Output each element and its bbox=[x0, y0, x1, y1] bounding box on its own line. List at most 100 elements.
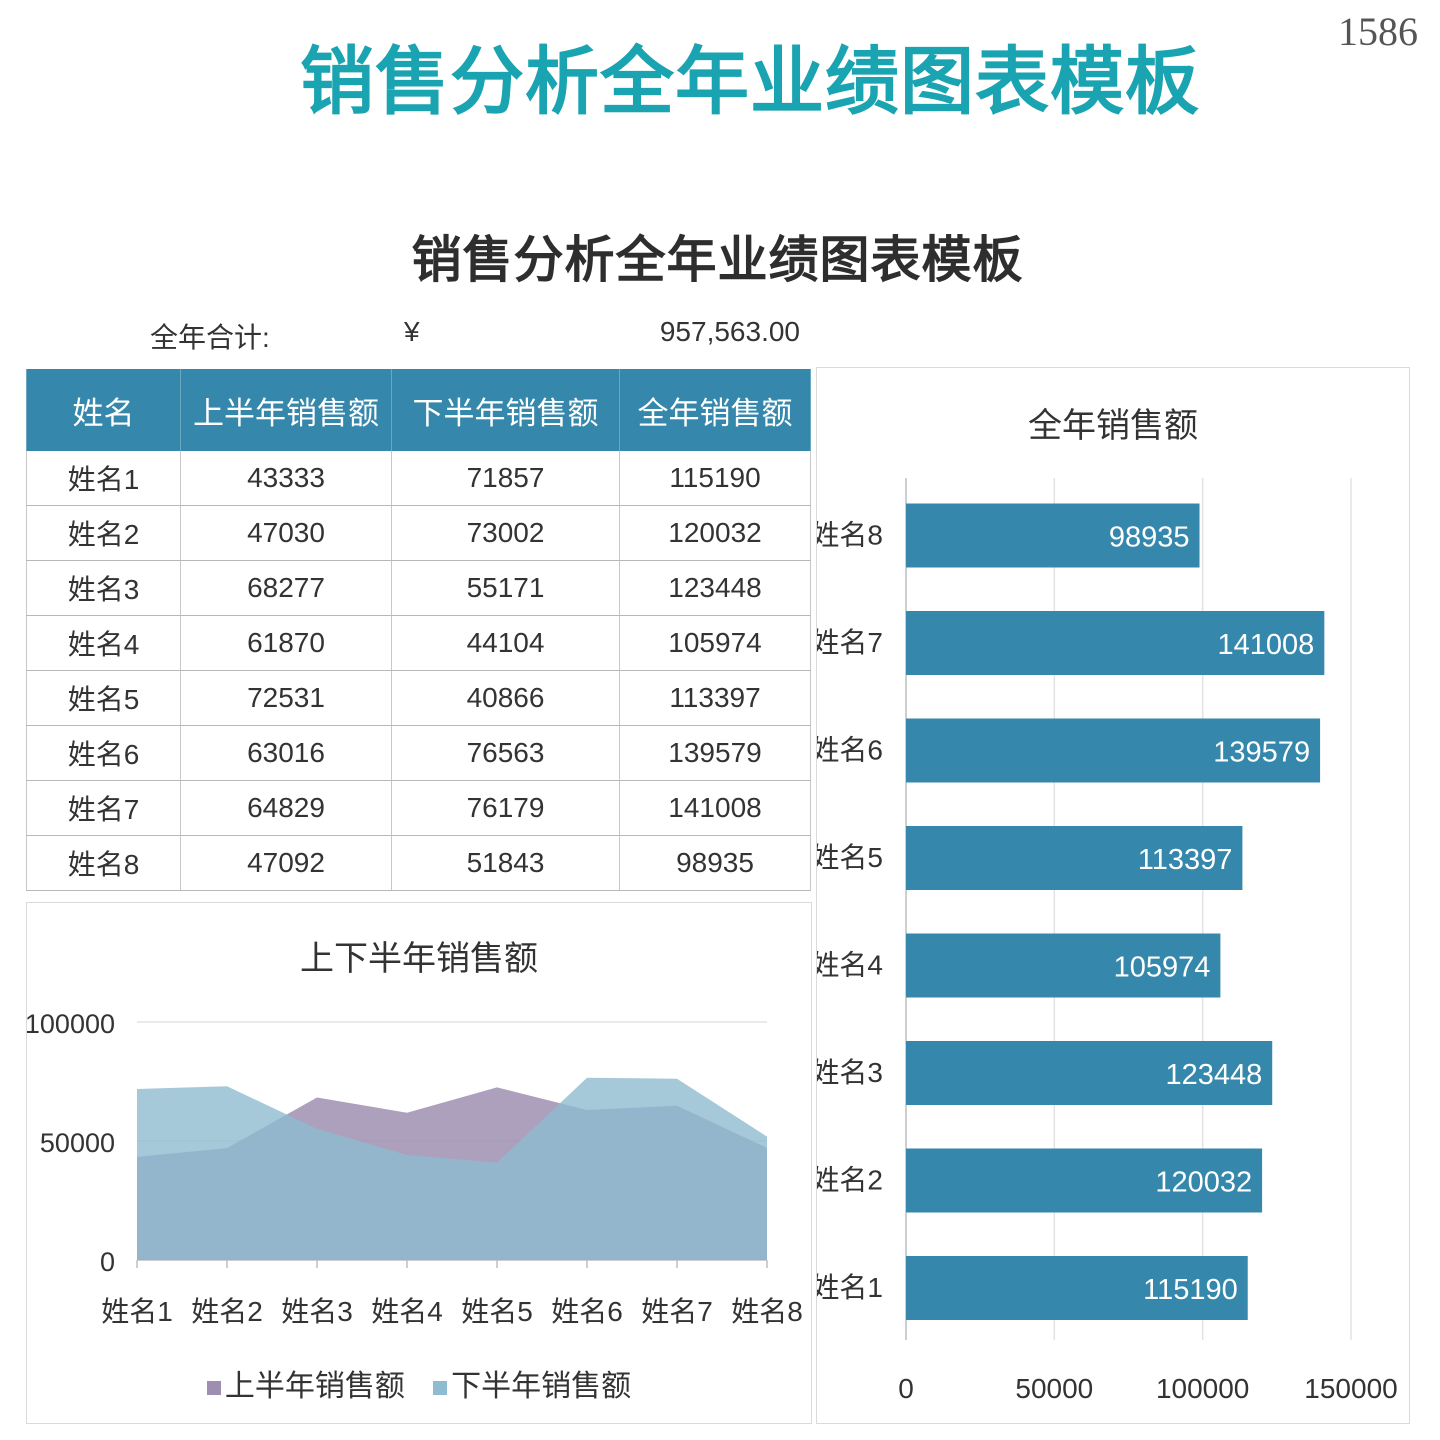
table-row: 姓名6 63016 76563 139579 bbox=[26, 725, 811, 781]
table-row: 姓名5 72531 40866 113397 bbox=[26, 670, 811, 726]
cell-first-half: 72531 bbox=[180, 670, 392, 726]
cell-name: 姓名3 bbox=[26, 560, 181, 616]
cell-annual: 141008 bbox=[619, 780, 811, 836]
area-series-second-half bbox=[137, 1077, 767, 1260]
currency-symbol: ¥ bbox=[404, 316, 420, 347]
area-x-tick-label: 姓名4 bbox=[371, 1296, 443, 1327]
cell-first-half: 64829 bbox=[180, 780, 392, 836]
bar-category-label: 姓名1 bbox=[817, 1272, 883, 1303]
cell-annual: 120032 bbox=[619, 505, 811, 561]
legend-label-second-half: 下半年销售额 bbox=[451, 1370, 632, 1403]
area-chart-title: 上下半年销售额 bbox=[300, 940, 538, 978]
cell-annual: 98935 bbox=[619, 835, 811, 891]
column-header-first-half: 上半年销售额 bbox=[180, 369, 392, 451]
bar-data-label: 141008 bbox=[1218, 629, 1315, 661]
bar bbox=[906, 1041, 1273, 1105]
area-chart-canvas: 0 50000 100000 姓名1 姓名2 姓名3 姓名4 姓名5 姓名6 姓名7 姓名8 bbox=[27, 1009, 803, 1327]
bar-data-label: 98935 bbox=[1109, 522, 1190, 554]
area-y-tick-label: 50000 bbox=[40, 1128, 115, 1158]
bar-category-label: 姓名5 bbox=[817, 842, 883, 873]
bar-category-label: 姓名4 bbox=[817, 950, 883, 981]
bar-x-tick-label: 50000 bbox=[1015, 1373, 1093, 1404]
cell-annual: 139579 bbox=[619, 725, 811, 781]
bar bbox=[906, 718, 1321, 783]
table-row: 姓名2 47030 73002 120032 bbox=[26, 505, 811, 561]
bar bbox=[906, 826, 1243, 890]
annual-total-value: 957,563.00 bbox=[659, 316, 800, 347]
bar-data-label: 115190 bbox=[1143, 1274, 1238, 1306]
area-x-tick-label: 姓名1 bbox=[101, 1296, 173, 1327]
legend-item-second-half: 下半年销售额 bbox=[433, 1361, 631, 1405]
sub-title: 销售分析全年业绩图表模板 bbox=[411, 232, 1024, 288]
cell-first-half: 47092 bbox=[180, 835, 392, 891]
cell-annual: 123448 bbox=[619, 560, 811, 616]
bar-category-label: 姓名8 bbox=[817, 520, 883, 551]
page-number: 1586 bbox=[1338, 9, 1418, 54]
bar-chart-canvas: 0 50000 100000 150000 姓名1 115190 姓名2 120032 姓名3 1… bbox=[817, 478, 1398, 1404]
cell-second-half: 55171 bbox=[391, 560, 620, 616]
cell-first-half: 47030 bbox=[180, 505, 392, 561]
area-x-tick-label: 姓名7 bbox=[641, 1296, 713, 1327]
main-title: 销售分析全年业绩图表模板 bbox=[300, 40, 1200, 123]
cell-first-half: 61870 bbox=[180, 615, 392, 671]
bar-data-label: 123448 bbox=[1165, 1059, 1262, 1091]
sales-table: 姓名 上半年销售额 下半年销售额 全年销售额 姓名1 43333 71857 1151… bbox=[26, 369, 811, 891]
cell-name: 姓名7 bbox=[26, 780, 181, 836]
column-header-second-half: 下半年销售额 bbox=[391, 369, 620, 451]
bar-category-label: 姓名3 bbox=[817, 1057, 883, 1088]
cell-annual: 105974 bbox=[619, 615, 811, 671]
bar bbox=[906, 1256, 1248, 1320]
cell-name: 姓名6 bbox=[26, 725, 181, 781]
area-y-tick-label: 100000 bbox=[27, 1009, 115, 1039]
cell-second-half: 71857 bbox=[391, 451, 620, 506]
legend-swatch-second-half bbox=[433, 1381, 448, 1396]
area-chart-legend: 上半年销售额 下半年销售额 bbox=[27, 1361, 811, 1405]
area-x-tick-label: 姓名6 bbox=[551, 1296, 623, 1327]
area-x-tick-label: 姓名5 bbox=[461, 1296, 533, 1327]
bar-data-label: 120032 bbox=[1155, 1167, 1252, 1199]
area-x-tick-label: 姓名8 bbox=[731, 1296, 803, 1327]
bar-x-tick-label: 0 bbox=[898, 1373, 914, 1404]
cell-name: 姓名2 bbox=[26, 505, 181, 561]
bar-chart-title: 全年销售额 bbox=[1028, 407, 1198, 445]
bar-chart: 全年销售额 0 50000 100000 150000 姓名1 115190 姓名2 1200… bbox=[816, 367, 1410, 1424]
cell-name: 姓名4 bbox=[26, 615, 181, 671]
bar bbox=[906, 611, 1325, 675]
cell-annual: 113397 bbox=[619, 670, 811, 726]
bar bbox=[906, 1148, 1263, 1213]
bar-category-label: 姓名7 bbox=[817, 627, 883, 658]
table-row: 姓名4 61870 44104 105974 bbox=[26, 615, 811, 671]
bar-data-label: 139579 bbox=[1213, 737, 1310, 769]
bar-data-label: 105974 bbox=[1114, 952, 1211, 984]
area-chart: 上下半年销售额 0 50000 100000 姓名1 姓名2 姓名3 姓名4 姓名5 姓名6 姓名… bbox=[26, 902, 812, 1424]
bar-category-label: 姓名6 bbox=[817, 735, 883, 766]
cell-name: 姓名8 bbox=[26, 835, 181, 891]
bar-x-tick-label: 150000 bbox=[1304, 1373, 1397, 1404]
area-x-tick-label: 姓名2 bbox=[191, 1296, 263, 1327]
cell-second-half: 76563 bbox=[391, 725, 620, 781]
cell-annual: 115190 bbox=[619, 451, 811, 506]
table-row: 姓名7 64829 76179 141008 bbox=[26, 780, 811, 836]
table-row: 姓名8 47092 51843 98935 bbox=[26, 835, 811, 891]
cell-second-half: 51843 bbox=[391, 835, 620, 891]
legend-swatch-first-half bbox=[206, 1381, 221, 1396]
cell-first-half: 63016 bbox=[180, 725, 392, 781]
cell-name: 姓名1 bbox=[26, 451, 181, 506]
table-body: 姓名1 43333 71857 115190 姓名2 47030 73002 120032 姓名… bbox=[26, 451, 811, 891]
cell-first-half: 68277 bbox=[180, 560, 392, 616]
cell-second-half: 73002 bbox=[391, 505, 620, 561]
cell-second-half: 76179 bbox=[391, 780, 620, 836]
annual-total-label: 全年合计: bbox=[150, 322, 270, 353]
cell-name: 姓名5 bbox=[26, 670, 181, 726]
bar-x-tick-label: 100000 bbox=[1156, 1373, 1249, 1404]
bar bbox=[906, 503, 1200, 568]
cell-second-half: 44104 bbox=[391, 615, 620, 671]
table-row: 姓名3 68277 55171 123448 bbox=[26, 560, 811, 616]
area-y-tick-label: 0 bbox=[100, 1247, 115, 1277]
area-x-tick-label: 姓名3 bbox=[281, 1296, 353, 1327]
column-header-annual: 全年销售额 bbox=[619, 369, 811, 451]
cell-second-half: 40866 bbox=[391, 670, 620, 726]
cell-first-half: 43333 bbox=[180, 451, 392, 506]
bar-category-label: 姓名2 bbox=[817, 1165, 883, 1196]
table-header-row: 姓名 上半年销售额 下半年销售额 全年销售额 bbox=[26, 369, 811, 451]
